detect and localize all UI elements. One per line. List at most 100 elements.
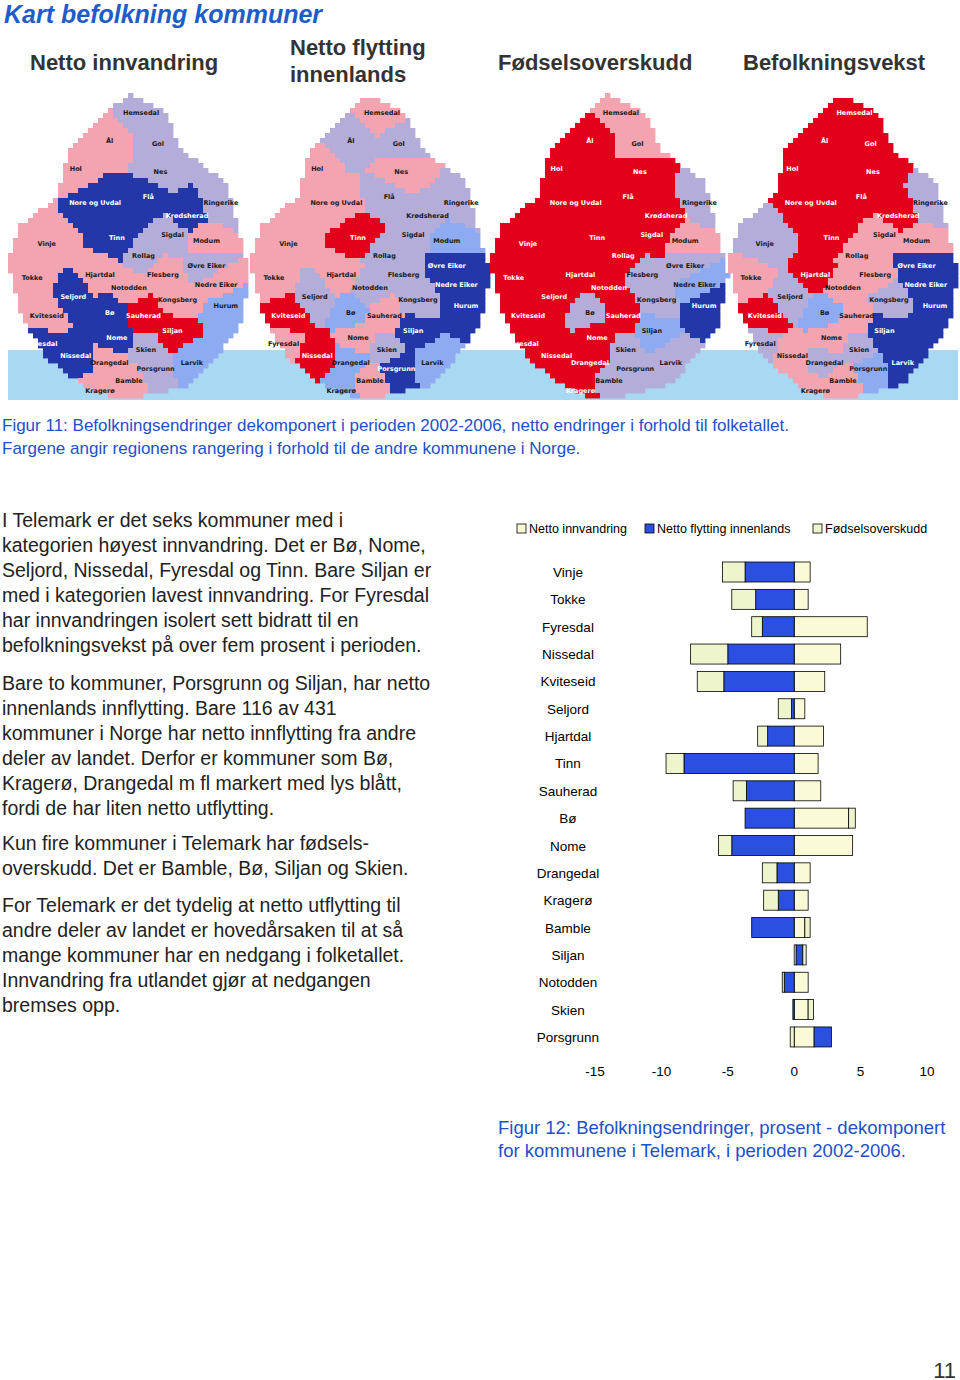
map-cell [183,278,188,283]
map-cell [118,123,123,128]
map-cell [63,178,68,183]
map-cell [98,263,103,268]
map-cell [93,248,98,253]
map-cell [38,253,43,258]
map-cell [158,263,163,268]
map-cell [208,188,213,193]
map-cell [63,243,68,248]
map-cell [98,293,103,298]
map-cell [83,218,88,223]
map-cell [193,308,198,313]
map-cell [183,253,188,258]
map-cell [223,323,228,328]
map-cell [208,208,213,213]
map-cell [198,343,203,348]
map-cell [108,378,113,383]
map-cell [218,288,223,293]
map-cell [153,373,158,378]
map-cell [123,153,128,158]
map-cell [218,323,223,328]
map-cell [108,328,113,333]
map-cell [178,318,183,323]
map-cell [88,178,93,183]
map-cell [93,123,98,128]
map-cell [63,213,68,218]
map-cell [218,228,223,233]
map-cell [213,353,218,358]
map-cell [113,258,118,263]
map-cell [88,243,93,248]
map-cell [8,268,13,273]
map-cell [68,368,73,373]
map-cell [188,368,193,373]
map-cell [238,273,243,278]
map-cell [88,238,93,243]
map-cell [48,288,53,293]
map-cell [78,368,83,373]
map-cell [118,208,123,213]
map-cell [123,273,128,278]
map-cell [63,223,68,228]
map-cell [178,343,183,348]
map-cell [68,218,73,223]
map-cell [83,308,88,313]
map-cell [48,278,53,283]
map-cell [208,288,213,293]
map-cell [63,248,68,253]
map-cell [88,263,93,268]
map-cell [98,163,103,168]
map-cell [203,183,208,188]
map-cell [138,298,143,303]
map-cell [88,253,93,258]
map-cell [188,323,193,328]
map-cell [58,183,63,188]
map-cell [183,288,188,293]
map-cell [158,153,163,158]
map-cell [168,383,173,388]
map-cell [238,258,243,263]
map-cell [93,318,98,323]
map-cell [168,258,173,263]
map-cell [43,218,48,223]
map-cell [58,243,63,248]
map-cell [148,238,153,243]
map-cell [118,168,123,173]
map-cell [183,243,188,248]
map-cell [133,338,138,343]
map-cell [188,183,193,188]
map-cell [198,333,203,338]
map-cell [93,313,98,318]
map-cell [173,263,178,268]
map-cell [118,148,123,153]
map-cell [153,328,158,333]
map-cell [63,368,68,373]
map-cell [238,318,243,323]
map-cell [53,248,58,253]
map-cell [23,238,28,243]
map-title: Netto innvandring [30,50,218,75]
map-cell [123,303,128,308]
map-cell [168,193,173,198]
map-cell [78,343,83,348]
map-cell [133,328,138,333]
map-cell [163,253,168,258]
map-cell [188,203,193,208]
map-cell [128,238,133,243]
map-cell [133,133,138,138]
map-cell [178,148,183,153]
map-cell [93,138,98,143]
map-cell [148,208,153,213]
map-cell [88,328,93,333]
map-cell [213,208,218,213]
map-cell [108,193,113,198]
map-cell [103,208,108,213]
map-cell [118,218,123,223]
map-cell [198,293,203,298]
map-cell [88,308,93,313]
map-cell [173,283,178,288]
map-cell [173,248,178,253]
map-cell [158,183,163,188]
map-cell [58,328,63,333]
map-cell [198,308,203,313]
map-cell [228,213,233,218]
